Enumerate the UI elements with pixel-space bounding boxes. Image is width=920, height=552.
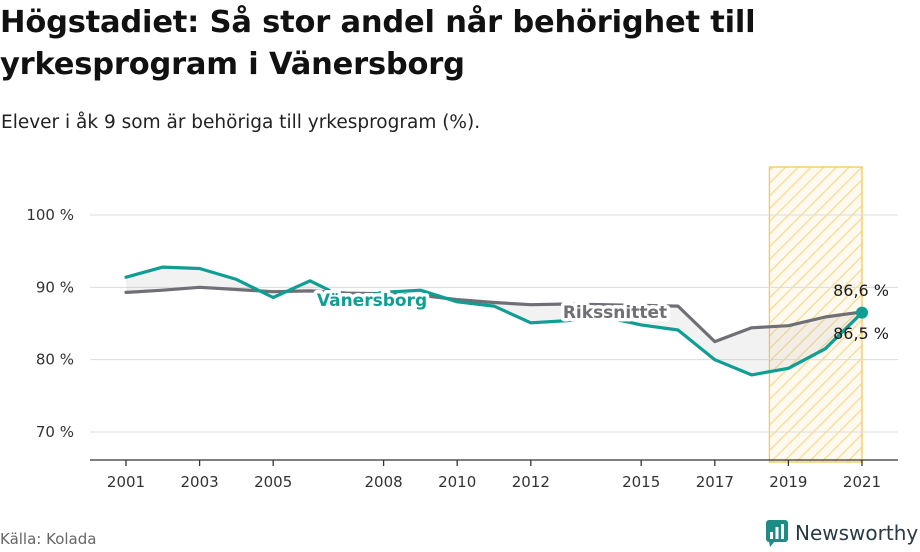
series-line-vanersborg <box>124 265 864 377</box>
chart-subtitle: Elever i åk 9 som är behöriga till yrkes… <box>1 112 481 133</box>
end-point-marker <box>856 306 868 319</box>
x-tick-label: 2010 <box>438 473 476 491</box>
brand-logo: Newsworthy <box>766 518 918 548</box>
difference-area <box>126 267 862 375</box>
x-tick-label: 2008 <box>365 473 403 491</box>
x-tick-label: 2005 <box>254 473 292 491</box>
end-label-vanersborg: 86,5 % <box>833 324 889 343</box>
series-labels: VänersborgVänersborgRikssnittetRikssnitt… <box>313 281 889 343</box>
x-tick-label: 2015 <box>622 473 660 491</box>
x-tick-label: 2019 <box>769 473 807 491</box>
y-tick-label: 100 % <box>26 206 74 224</box>
y-tick-label: 90 % <box>36 278 74 296</box>
series-label-vanersborg: Vänersborg <box>317 291 427 311</box>
y-tick-label: 70 % <box>36 423 74 441</box>
x-tick-label: 2003 <box>181 473 219 491</box>
series-label-rikssnittet: Rikssnittet <box>563 303 667 323</box>
line-chart: 2001 2003 2005 2008 2010 2012 2015 2017 2019 2021… <box>26 166 898 491</box>
brand-name: Newsworthy <box>795 521 919 545</box>
x-axis: 2001 2003 2005 2008 2010 2012 2015 2017 2019 2021 <box>90 459 898 491</box>
source-note: Källa: Kolada <box>0 530 97 548</box>
y-axis-ticks: 70 % 80 % 90 % 100 % <box>26 206 74 441</box>
y-tick-label: 80 % <box>36 351 74 369</box>
difference-fill <box>126 267 862 375</box>
bar-chart-bubble-icon <box>766 520 788 547</box>
x-tick-label: 2021 <box>843 473 881 491</box>
x-tick-label: 2012 <box>512 473 550 491</box>
series-lines <box>124 265 868 377</box>
series-label-vanersborg-halo: Vänersborg <box>317 291 427 311</box>
x-tick-label: 2001 <box>107 473 145 491</box>
chart-title: Högstadiet: Så stor andel når behörighet… <box>0 5 756 82</box>
series-line-rikssnittet <box>124 285 864 344</box>
end-label-rikssnittet: 86,6 % <box>833 281 889 300</box>
x-tick-label: 2017 <box>696 473 734 491</box>
series-label-rikssnittet-halo: Rikssnittet <box>563 303 667 323</box>
